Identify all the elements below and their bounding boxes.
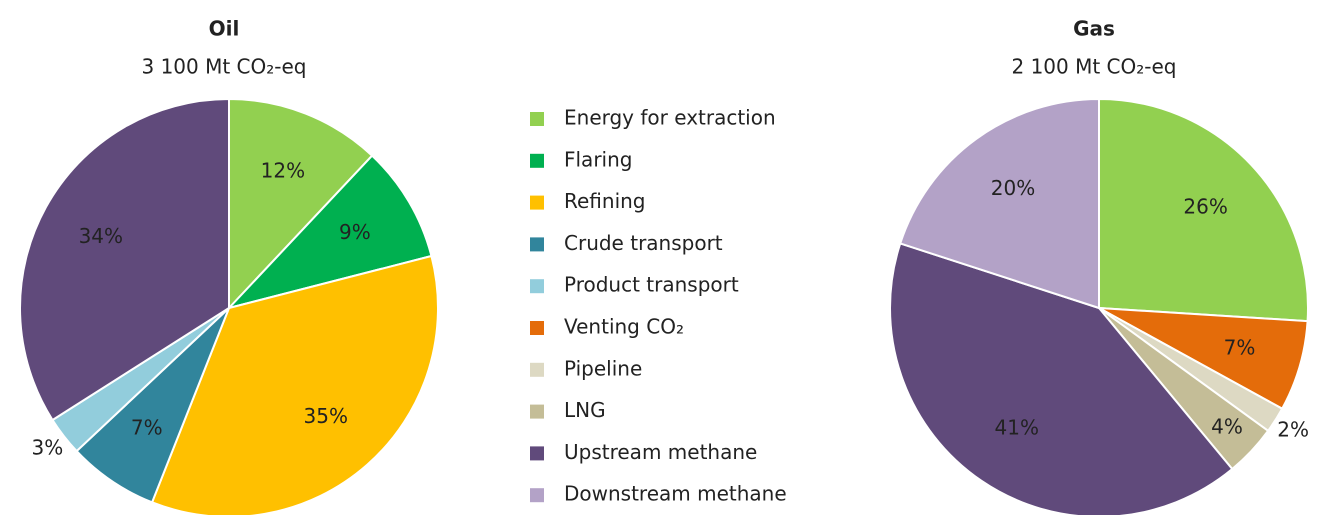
data-label: 7% bbox=[1224, 335, 1256, 359]
legend-label: Pipeline bbox=[564, 356, 642, 380]
pie-slice bbox=[150, 254, 439, 515]
data-label: 4% bbox=[1211, 415, 1243, 439]
legend-label: Upstream methane bbox=[564, 440, 757, 464]
legend-swatch bbox=[530, 153, 544, 168]
pie-slice bbox=[1098, 97, 1309, 323]
data-label: 35% bbox=[304, 404, 348, 428]
data-label: 3% bbox=[31, 435, 63, 459]
legend-label: Refining bbox=[564, 189, 646, 213]
legend-swatch bbox=[530, 446, 544, 461]
legend-label: Downstream methane bbox=[564, 482, 787, 506]
legend-label: LNG bbox=[564, 398, 606, 422]
pie-slice bbox=[225, 154, 433, 310]
legend-label: Venting CO₂ bbox=[564, 315, 684, 339]
pie-slice bbox=[228, 97, 374, 311]
legend-label: Product transport bbox=[564, 273, 739, 297]
data-label: 26% bbox=[1183, 194, 1227, 218]
legend-swatch bbox=[530, 321, 544, 335]
data-label: 7% bbox=[131, 416, 163, 440]
chart-subtitle: 3 100 Mt CO₂-eq bbox=[141, 55, 306, 79]
legend-label: Crude transport bbox=[564, 231, 723, 255]
pie-slice bbox=[889, 242, 1234, 515]
legend-swatch bbox=[530, 404, 544, 419]
chart-subtitle: 2 100 Mt CO₂-eq bbox=[1011, 55, 1176, 79]
data-label: 12% bbox=[261, 158, 305, 182]
legend-swatch bbox=[530, 362, 544, 377]
data-label: 34% bbox=[79, 224, 123, 248]
legend-swatch bbox=[530, 488, 544, 503]
pie-slice bbox=[898, 97, 1100, 310]
chart-title: Gas bbox=[1073, 17, 1115, 41]
legend-label: Energy for extraction bbox=[564, 106, 776, 130]
chart-title: Oil bbox=[209, 17, 240, 41]
pie-slice bbox=[19, 97, 230, 422]
legend-swatch bbox=[530, 279, 544, 294]
data-label: 41% bbox=[995, 416, 1039, 440]
data-label: 9% bbox=[339, 220, 371, 244]
legend-swatch bbox=[530, 195, 544, 210]
legend-swatch bbox=[530, 237, 544, 252]
legend-label: Flaring bbox=[564, 147, 632, 171]
data-label: 2% bbox=[1277, 418, 1309, 442]
legend-swatch bbox=[530, 112, 544, 126]
data-label: 20% bbox=[991, 176, 1035, 200]
